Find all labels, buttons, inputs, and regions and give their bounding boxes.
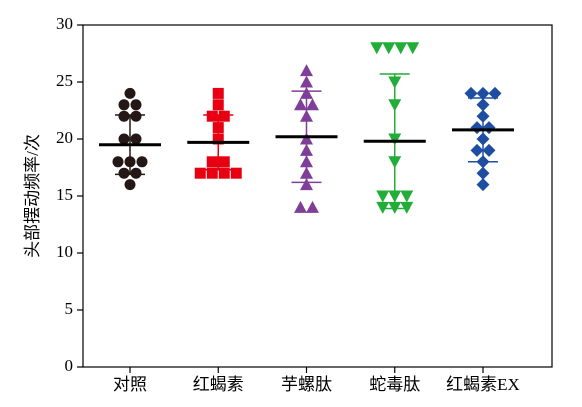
point bbox=[300, 75, 313, 88]
point bbox=[482, 121, 496, 135]
point bbox=[394, 42, 408, 55]
point bbox=[136, 156, 148, 168]
point bbox=[488, 86, 502, 100]
point bbox=[206, 156, 218, 168]
y-tick-label: 30 bbox=[56, 14, 73, 33]
point bbox=[118, 99, 130, 111]
point bbox=[112, 156, 124, 168]
x-tick-label: 蛇毒肽 bbox=[369, 375, 420, 394]
point bbox=[306, 200, 319, 213]
x-tick-label: 红蝎素EX bbox=[446, 375, 520, 394]
point bbox=[130, 99, 142, 111]
point bbox=[476, 166, 490, 180]
point bbox=[400, 190, 414, 203]
point bbox=[300, 64, 313, 77]
y-tick-label: 20 bbox=[56, 128, 73, 147]
point bbox=[130, 110, 142, 122]
point bbox=[476, 178, 490, 192]
point bbox=[130, 133, 142, 145]
y-tick-label: 25 bbox=[56, 71, 73, 90]
point bbox=[470, 143, 484, 157]
point bbox=[206, 110, 218, 122]
point bbox=[406, 42, 420, 55]
point bbox=[218, 110, 230, 122]
point bbox=[130, 167, 142, 179]
point bbox=[118, 167, 130, 179]
y-tick-label: 15 bbox=[56, 185, 73, 204]
point bbox=[482, 143, 496, 157]
point bbox=[218, 167, 230, 179]
plot-frame bbox=[82, 24, 553, 368]
x-tick-label: 对照 bbox=[113, 375, 147, 394]
point bbox=[470, 121, 484, 135]
point bbox=[476, 86, 490, 100]
y-tick-label: 5 bbox=[65, 299, 74, 318]
point bbox=[206, 167, 218, 179]
y-axis-label: 头部摆动频率/次 bbox=[23, 134, 42, 258]
point bbox=[230, 167, 242, 179]
point bbox=[212, 87, 224, 99]
point bbox=[464, 86, 478, 100]
point bbox=[118, 133, 130, 145]
x-tick-label: 芋螺肽 bbox=[281, 375, 332, 394]
point bbox=[124, 87, 136, 99]
point bbox=[218, 156, 230, 168]
y-tick-label: 0 bbox=[65, 356, 74, 375]
point bbox=[294, 200, 307, 213]
point bbox=[370, 42, 384, 55]
x-tick-label: 红蝎素 bbox=[193, 375, 244, 394]
point bbox=[376, 190, 390, 203]
point bbox=[118, 110, 130, 122]
point bbox=[194, 167, 206, 179]
point bbox=[382, 42, 396, 55]
point bbox=[212, 99, 224, 111]
point bbox=[300, 178, 313, 191]
point bbox=[294, 98, 307, 111]
y-tick-label: 10 bbox=[56, 242, 73, 261]
point bbox=[124, 179, 136, 191]
point bbox=[306, 98, 319, 111]
